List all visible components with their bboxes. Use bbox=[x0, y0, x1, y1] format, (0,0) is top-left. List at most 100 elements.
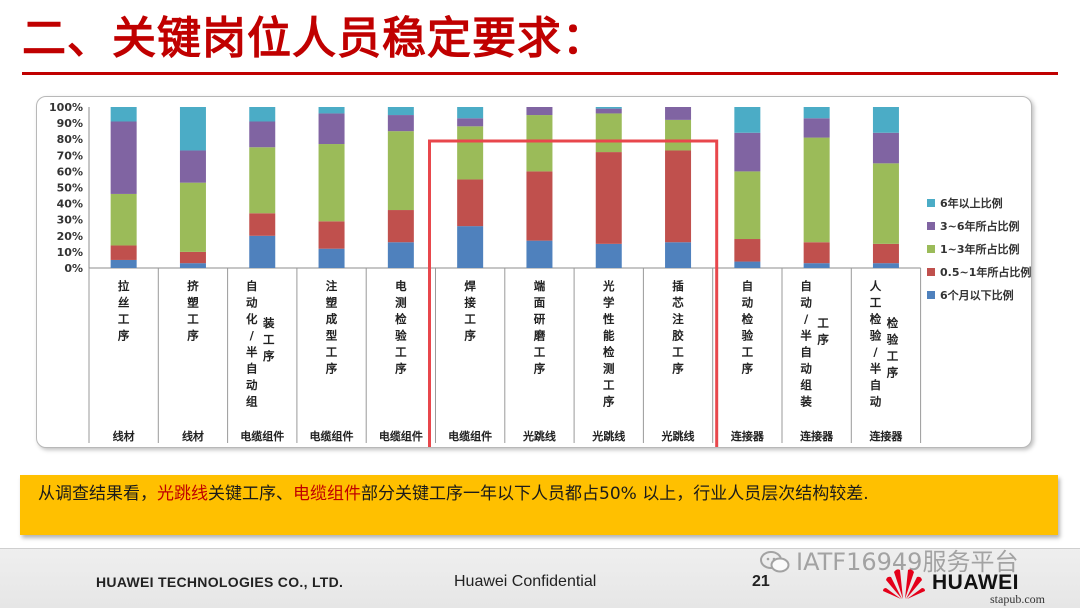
legend-swatch bbox=[927, 222, 935, 230]
chart-frame: 0% 10% 20% 30% 40% 50% 60% 70% 80% 90% 100% 拉丝工序线材挤… bbox=[36, 96, 1032, 448]
category-label-char: 组 bbox=[800, 378, 812, 392]
category-label-char: 插 bbox=[672, 279, 684, 293]
group-label: 光跳线 bbox=[661, 429, 695, 443]
category-label-char: 工 bbox=[395, 345, 407, 359]
bar-segment bbox=[665, 107, 692, 120]
category-label-char: 序 bbox=[326, 362, 338, 376]
category-label-char: 芯 bbox=[672, 296, 684, 310]
bar-segment bbox=[665, 242, 692, 268]
legend-label: 3~6年所占比例 bbox=[940, 219, 1020, 233]
category-label-char: 工 bbox=[887, 349, 899, 363]
category-label-char: 工 bbox=[326, 345, 338, 359]
bar-segment bbox=[457, 118, 484, 127]
footer-page-number: 21 bbox=[752, 573, 770, 590]
category-label-char: 自 bbox=[800, 279, 812, 293]
category-label-char: 检 bbox=[742, 312, 754, 326]
category-label-char: / bbox=[804, 312, 809, 326]
bar-segment bbox=[318, 113, 345, 145]
bar-segment bbox=[803, 242, 830, 264]
category-label-char: 型 bbox=[326, 329, 338, 343]
category-label-char: 丝 bbox=[118, 296, 130, 310]
bar-segment bbox=[387, 107, 414, 116]
bar-segment bbox=[318, 248, 345, 268]
highlight-box bbox=[428, 139, 719, 447]
category-label-char: 检 bbox=[395, 312, 407, 326]
watermark-text: IATF16949服务平台 bbox=[796, 548, 1019, 576]
category-label-char: 塑 bbox=[326, 296, 338, 310]
group-label: 电缆组件 bbox=[448, 429, 492, 443]
legend-label: 0.5~1年所占比例 bbox=[940, 265, 1031, 279]
category-label-char: 接 bbox=[464, 296, 476, 310]
category-label-char: 序 bbox=[464, 329, 476, 343]
bar-segment bbox=[179, 150, 206, 183]
category-label-char: 工 bbox=[263, 333, 275, 347]
bar-segment bbox=[734, 239, 761, 262]
bar-segment bbox=[872, 243, 899, 264]
category-label-char: 半 bbox=[800, 329, 812, 343]
bar-segment bbox=[595, 152, 622, 244]
category-label-char: 注 bbox=[326, 279, 338, 293]
category-label-char: 序 bbox=[395, 362, 407, 376]
conclusion-highlight-cable: 电缆组件 bbox=[293, 484, 361, 504]
category-label-char: 性 bbox=[603, 312, 615, 326]
bar-segment bbox=[803, 107, 830, 119]
conclusion-part3: 部分关键工序一年以下人员都占50% 以上，行业人员层次结构较差. bbox=[361, 484, 869, 504]
group-label: 连接器 bbox=[869, 429, 903, 443]
bar-segment bbox=[318, 221, 345, 249]
category-label-char: 检 bbox=[870, 312, 882, 326]
group-label: 连接器 bbox=[800, 429, 834, 443]
bar-segment bbox=[872, 263, 899, 268]
bar-segment bbox=[110, 193, 137, 246]
y-tick-label: 50% bbox=[57, 182, 83, 195]
bar-segment bbox=[872, 132, 899, 164]
category-label-char: 序 bbox=[263, 349, 275, 363]
y-tick-label: 30% bbox=[57, 214, 83, 227]
y-tick-label: 20% bbox=[57, 230, 83, 243]
category-label-char: 装 bbox=[799, 395, 812, 409]
bar-segment bbox=[249, 147, 276, 214]
category-label-char: 测 bbox=[603, 362, 615, 376]
category-label-char: 工 bbox=[742, 345, 754, 359]
bar-segment bbox=[249, 235, 276, 268]
bar-segment bbox=[110, 107, 137, 122]
bar-segment bbox=[179, 263, 206, 268]
legend-label: 1~3年所占比例 bbox=[940, 242, 1020, 256]
bar-segment bbox=[803, 118, 830, 138]
bar-segment bbox=[457, 226, 484, 268]
category-label-char: 验 bbox=[395, 329, 407, 343]
bar-segment bbox=[387, 210, 414, 243]
bar-segment bbox=[179, 182, 206, 252]
category-label-char: 自 bbox=[800, 345, 812, 359]
bar-segment bbox=[110, 121, 137, 194]
category-label-char: 磨 bbox=[533, 329, 546, 343]
category-label-char: 工 bbox=[464, 312, 476, 326]
category-label-char: 焊 bbox=[464, 279, 476, 293]
slide-title: 二、关键岗位人员稳定要求： bbox=[22, 13, 607, 64]
bar-segment bbox=[457, 126, 484, 180]
stacked-bar-chart: 0%10%20%30%40%50%60%70%80%90%100%拉丝工序线材挤… bbox=[49, 101, 1031, 447]
bar-segment bbox=[110, 259, 137, 268]
category-label-char: 面 bbox=[534, 296, 546, 310]
bar-segment bbox=[249, 213, 276, 236]
category-label-char: 化 bbox=[246, 312, 258, 326]
bar-segment bbox=[526, 107, 553, 116]
category-label-char: 工 bbox=[187, 312, 199, 326]
bar-segment bbox=[387, 131, 414, 211]
category-label-char: 序 bbox=[187, 329, 199, 343]
y-tick-label: 10% bbox=[57, 246, 83, 259]
category-label-char: 动 bbox=[870, 395, 882, 409]
site-label: stapub.com bbox=[990, 592, 1045, 606]
category-label-char: 序 bbox=[118, 329, 130, 343]
category-label-char: 序 bbox=[817, 333, 829, 347]
footer-brand: HUAWEI bbox=[932, 571, 1019, 594]
category-label-char: 检 bbox=[603, 345, 615, 359]
wechat-icon bbox=[760, 551, 790, 573]
bar-segment bbox=[526, 115, 553, 172]
group-label: 光跳线 bbox=[522, 429, 556, 443]
bar-segment bbox=[595, 107, 622, 109]
category-label-char: 学 bbox=[603, 296, 615, 310]
group-label: 线材 bbox=[113, 429, 135, 443]
group-label: 电缆组件 bbox=[379, 429, 423, 443]
bar-segment bbox=[318, 144, 345, 222]
category-label-char: 动 bbox=[246, 296, 258, 310]
